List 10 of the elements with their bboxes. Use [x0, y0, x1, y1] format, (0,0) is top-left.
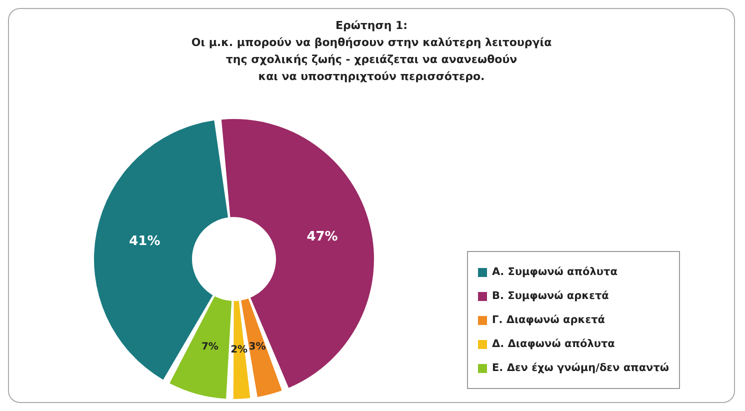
chart-title: Ερώτηση 1: Οι μ.κ. μπορούν να βοηθήσουν στην καλύτερη λειτουργία της σχολικής ζωής - χρειάζεται να ανανεωθούν και να υποστηριχτούν περισσότερο. — [190, 18, 553, 85]
data-label: 3% — [248, 341, 266, 352]
legend-label: Β. Συμφωνώ αρκετά — [492, 290, 609, 302]
legend-label: Α. Συμφωνώ απόλυτα — [492, 266, 618, 278]
legend-label: Δ. Διαφωνώ απόλυτα — [492, 338, 615, 350]
legend-label: Γ. Διαφωνώ αρκετά — [492, 314, 605, 326]
data-label: 47% — [306, 229, 338, 244]
data-label: 41% — [129, 234, 160, 249]
legend-label: Ε. Δεν έχω γνώμη/δεν απαντώ — [492, 362, 670, 374]
data-label: 7% — [201, 341, 218, 352]
